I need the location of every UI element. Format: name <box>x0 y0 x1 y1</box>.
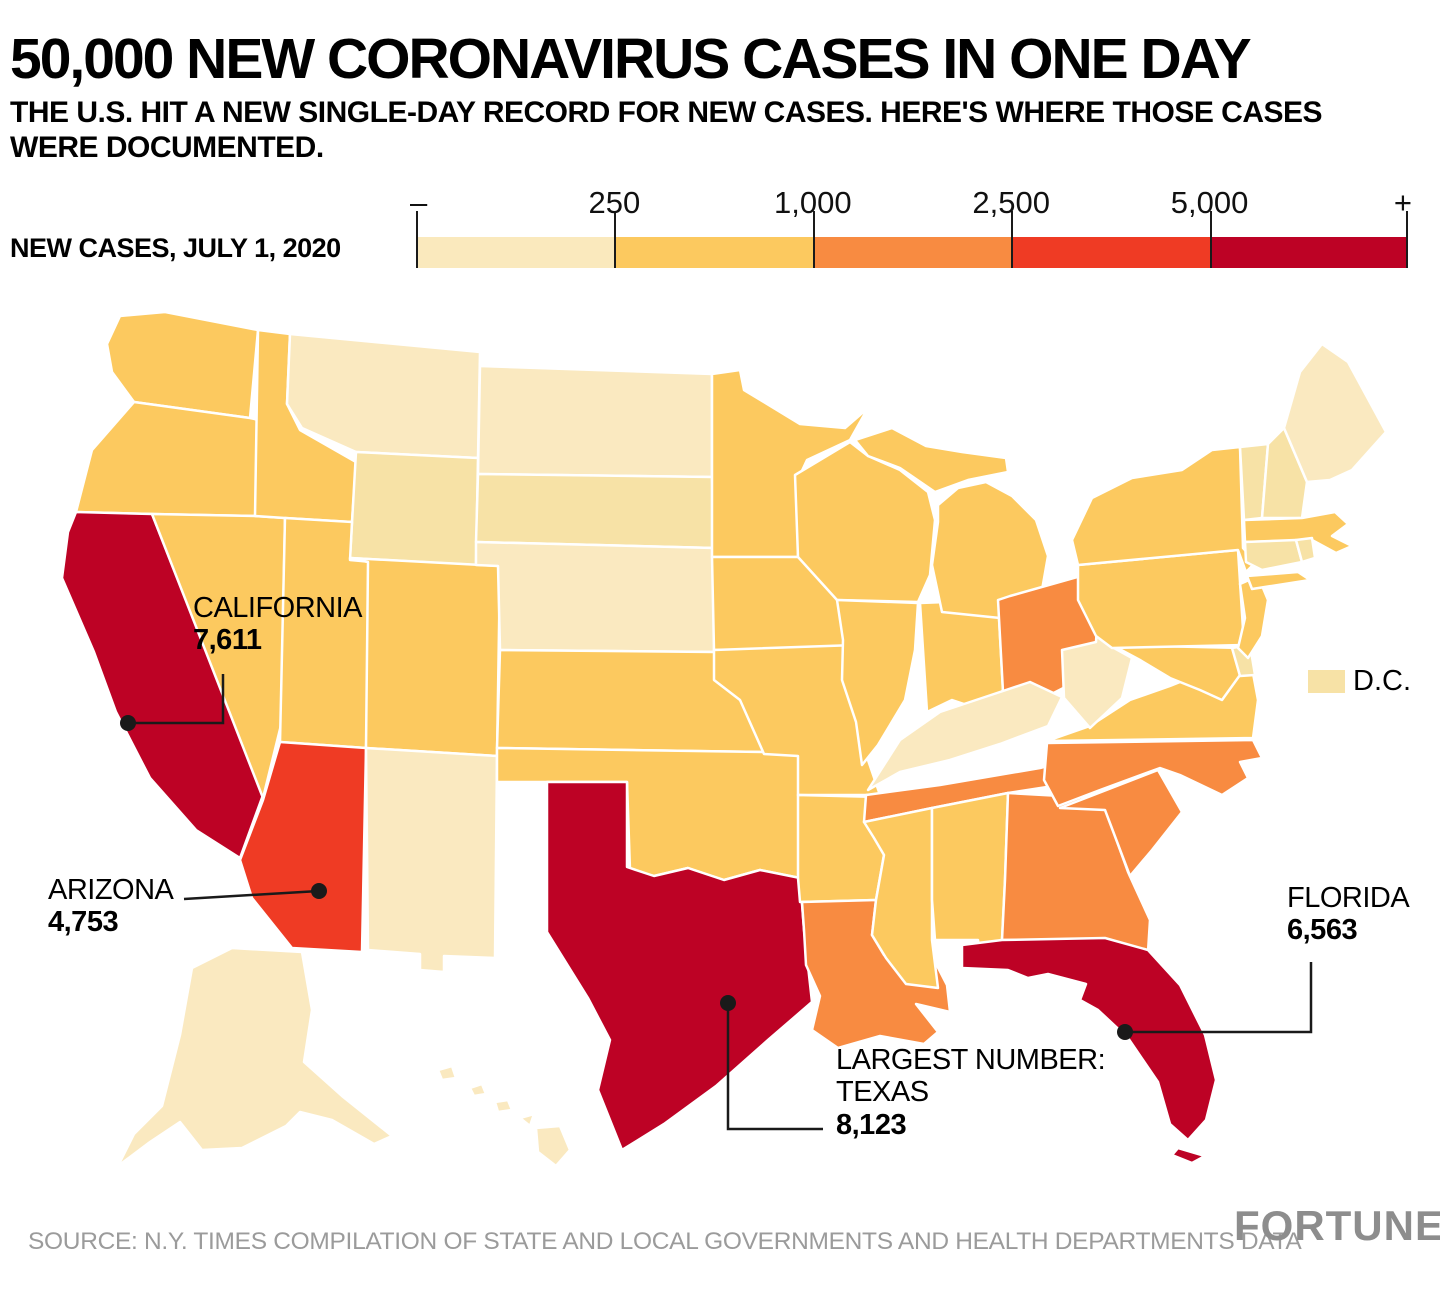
fortune-logo: FORTUNE <box>1234 1202 1440 1249</box>
callout-leader-florida <box>1125 962 1313 1034</box>
legend-tick <box>416 211 418 268</box>
state-ny_li <box>1245 570 1312 591</box>
callout-california: CALIFORNIA 7,611 <box>193 592 363 657</box>
legend-segment <box>614 237 813 268</box>
callout-state-name: FLORIDA <box>1287 882 1410 914</box>
state-ok <box>495 746 802 882</box>
state-hi4 <box>518 1112 536 1128</box>
callout-state-name: ARIZONA <box>48 874 174 906</box>
legend-tick-label: 2,500 <box>972 185 1050 220</box>
callout-leader-arizona <box>183 889 320 901</box>
legend-tick-label: 5,000 <box>1170 185 1249 220</box>
state-hi5 <box>534 1124 572 1168</box>
callout-leader-texas <box>726 1003 823 1131</box>
legend-color-bar <box>416 237 1409 268</box>
state-nd <box>476 364 714 479</box>
state-nc <box>1042 738 1264 808</box>
callout-dot-california <box>120 715 136 731</box>
callout-state-value: 8,123 <box>836 1108 907 1141</box>
state-ky <box>866 680 1064 792</box>
legend-segment <box>416 237 615 268</box>
state-ak <box>116 946 394 1168</box>
dc-swatch <box>1308 670 1345 693</box>
callout-state-name: LARGEST NUMBER: <box>836 1044 1106 1076</box>
legend-tick-label: 1,000 <box>774 185 852 220</box>
state-hi3 <box>493 1098 514 1114</box>
state-il <box>835 598 920 767</box>
legend-max-label: + <box>1393 185 1412 220</box>
callout-state-value: 6,563 <box>1287 914 1358 947</box>
callout-state-name: TEXAS <box>836 1076 929 1109</box>
source-text: SOURCE: N.Y. TIMES COMPILATION OF STATE … <box>28 1228 1302 1255</box>
state-hi2 <box>468 1082 488 1098</box>
legend-segment <box>1011 237 1210 268</box>
callout-dot-florida <box>1117 1024 1133 1040</box>
state-nm <box>364 746 499 974</box>
state-al <box>930 791 1014 960</box>
legend-segment <box>1209 237 1409 268</box>
callout-state-value: 7,611 <box>193 624 262 657</box>
legend-segment <box>812 237 1012 268</box>
state-hi1 <box>436 1064 458 1082</box>
dc-label: D.C. <box>1353 665 1411 697</box>
legend-tick-label: 250 <box>588 185 641 220</box>
state-ny <box>1070 445 1258 574</box>
callout-dot-arizona <box>311 883 327 899</box>
state-tx <box>545 780 814 1152</box>
legend-tick <box>1209 211 1212 268</box>
state-co <box>348 556 502 758</box>
state-or <box>74 400 265 518</box>
state-pa <box>1076 548 1246 650</box>
callout-dot-texas <box>720 995 736 1011</box>
state-nh <box>1260 426 1309 520</box>
page-title: 50,000 NEW CORONAVIRUS CASES IN ONE DAY <box>10 27 1252 91</box>
callout-texas: LARGEST NUMBER: TEXAS 8,123 <box>836 1044 1106 1141</box>
page-subtitle: THE U.S. HIT A NEW SINGLE-DAY RECORD FOR… <box>10 96 1323 164</box>
state-wy <box>348 450 480 567</box>
callout-state-value: 4,753 <box>48 906 119 939</box>
legend-label: NEW CASES, JULY 1, 2020 <box>10 233 341 263</box>
state-wa <box>105 310 260 420</box>
state-ct <box>1243 538 1304 572</box>
legend-scale: – 250 1,000 2,500 5,000 + <box>410 185 1412 268</box>
legend-min-label: – <box>410 185 428 220</box>
state-sd <box>474 472 716 550</box>
callout-florida: FLORIDA 6,563 <box>1287 882 1410 947</box>
state-mi_up <box>853 426 1010 494</box>
callout-arizona: ARIZONA 4,753 <box>48 874 174 939</box>
state-ne <box>474 540 719 654</box>
callout-state-name: CALIFORNIA <box>193 592 363 624</box>
state-fl <box>960 936 1218 1142</box>
state-wi <box>793 440 937 604</box>
legend-tick <box>614 211 617 268</box>
state-ri <box>1294 536 1317 564</box>
legend-tick <box>812 211 815 268</box>
legend-tick <box>1406 211 1408 268</box>
state-me <box>1282 342 1388 484</box>
legend-tick <box>1011 211 1014 268</box>
callout-leader-california <box>128 674 225 725</box>
state-fl_keys <box>1170 1146 1207 1165</box>
